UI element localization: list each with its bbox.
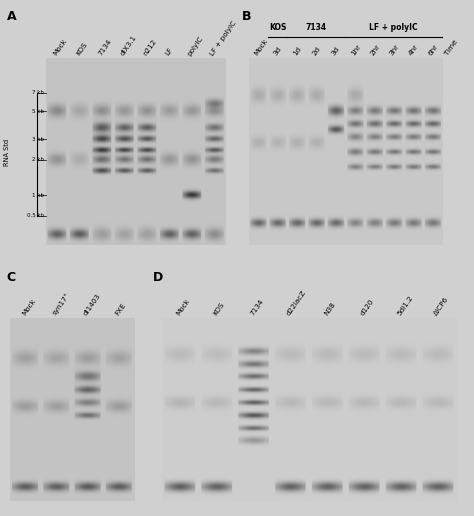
Text: C: C xyxy=(6,270,15,283)
Text: 5 kb: 5 kb xyxy=(32,109,44,114)
Text: B: B xyxy=(242,10,251,23)
Text: Time: Time xyxy=(444,39,459,57)
Text: 3hr: 3hr xyxy=(389,43,401,57)
Text: 3d: 3d xyxy=(273,45,283,57)
Text: 1d: 1d xyxy=(292,45,302,57)
Text: 7 kb: 7 kb xyxy=(32,90,44,95)
Text: LF + polyIC: LF + polyIC xyxy=(210,20,238,57)
Text: RNA Std: RNA Std xyxy=(4,139,10,166)
Text: 7134: 7134 xyxy=(249,298,264,316)
Text: 3 kb: 3 kb xyxy=(32,137,44,142)
Text: KOS: KOS xyxy=(212,301,226,316)
Text: Mock: Mock xyxy=(175,297,191,316)
Text: 1hr: 1hr xyxy=(350,43,362,57)
Text: LF + polyIC: LF + polyIC xyxy=(369,23,418,31)
Text: 2d: 2d xyxy=(311,45,321,57)
Text: N38: N38 xyxy=(323,301,336,316)
Text: A: A xyxy=(7,10,17,23)
Text: Mock: Mock xyxy=(253,38,269,57)
Text: d120: d120 xyxy=(360,298,375,316)
Text: 3d: 3d xyxy=(330,45,341,57)
Text: D: D xyxy=(153,270,163,283)
Text: d22lacZ: d22lacZ xyxy=(286,289,308,316)
Text: syn17⁺: syn17⁺ xyxy=(51,291,72,316)
Text: n212: n212 xyxy=(142,38,157,57)
Text: dlX3.1: dlX3.1 xyxy=(119,34,138,57)
Text: 2hr: 2hr xyxy=(369,43,381,57)
Text: 6hr: 6hr xyxy=(427,43,439,57)
Text: dl1403: dl1403 xyxy=(83,292,102,316)
Text: 2 kb: 2 kb xyxy=(32,157,44,162)
Text: Mock: Mock xyxy=(21,297,36,316)
Text: Mock: Mock xyxy=(53,38,68,57)
Text: 4hr: 4hr xyxy=(408,43,419,57)
Text: 0.5 kb: 0.5 kb xyxy=(27,213,44,218)
Text: polyIC: polyIC xyxy=(187,35,205,57)
Text: 7134: 7134 xyxy=(306,23,327,31)
Text: 1 kb: 1 kb xyxy=(32,192,44,198)
Text: LF: LF xyxy=(164,46,174,57)
Text: KOS: KOS xyxy=(269,23,286,31)
Text: ΔICP6: ΔICP6 xyxy=(433,295,450,316)
Text: KOS: KOS xyxy=(75,41,88,57)
Text: 5dl1.2: 5dl1.2 xyxy=(396,294,414,316)
Text: FXE: FXE xyxy=(114,301,127,316)
Text: 7134: 7134 xyxy=(97,38,113,57)
